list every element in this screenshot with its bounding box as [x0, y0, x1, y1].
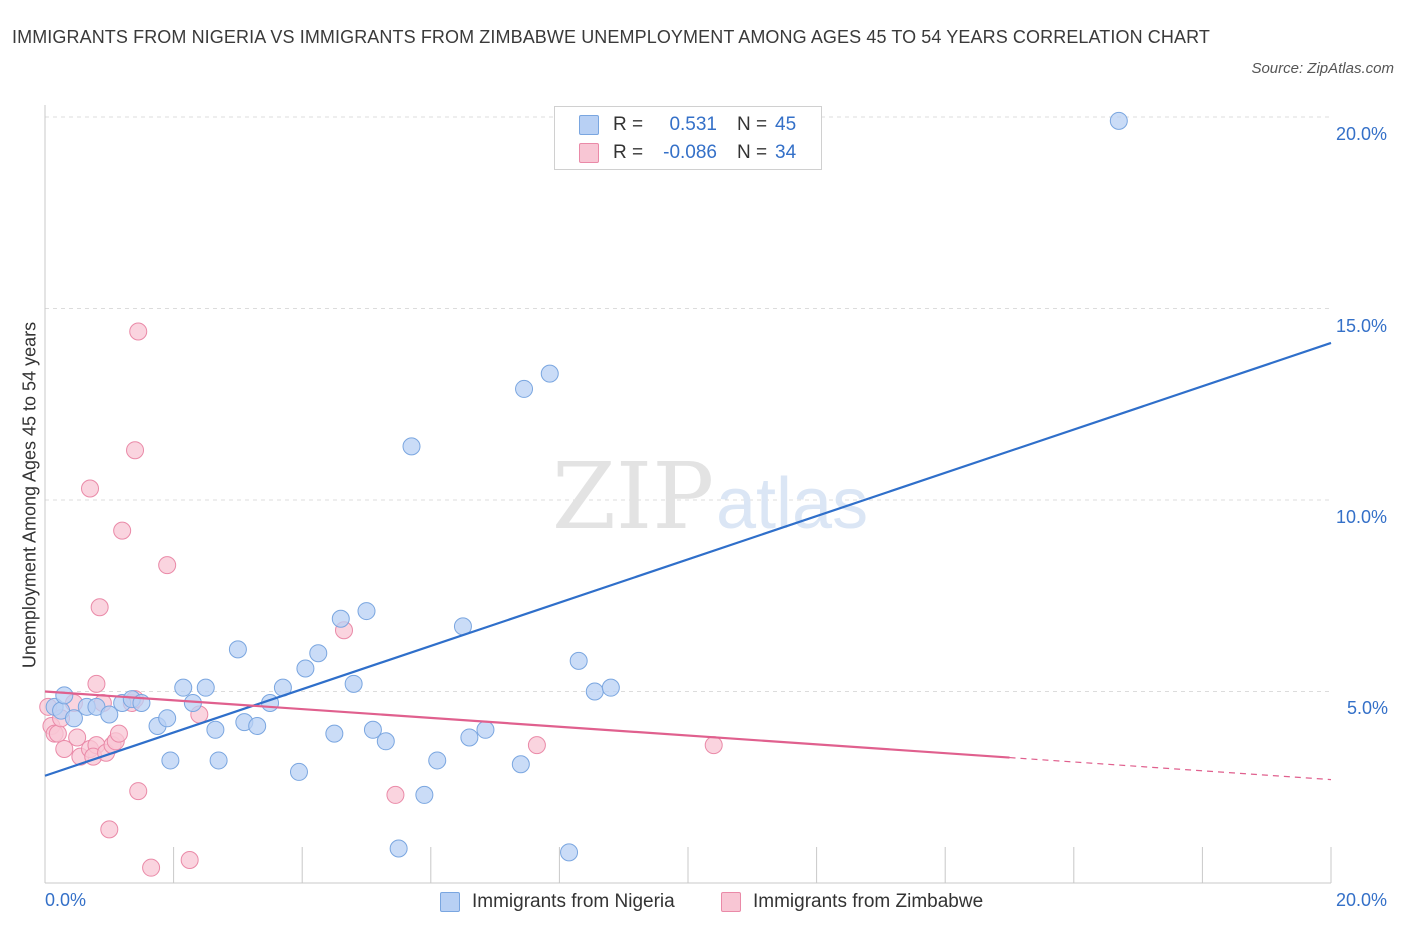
nigeria-point: [415, 785, 434, 804]
zimbabwe-point: [386, 785, 405, 804]
nigeria-point: [331, 609, 350, 628]
trend-lines: [44, 341, 1332, 781]
zimbabwe-r-value: -0.086: [663, 142, 717, 163]
bottom-zimbabwe-swatch: [721, 892, 741, 912]
zimbabwe-point: [158, 556, 177, 575]
zimbabwe-n-value: 34: [775, 142, 797, 163]
zimbabwe-point: [109, 724, 128, 743]
nigeria-point: [174, 678, 193, 697]
bottom-legend-nigeria: Immigrants from Nigeria: [440, 888, 675, 916]
zimbabwe-point: [55, 739, 74, 758]
nigeria-point: [515, 379, 534, 398]
y-tick-label-20: 20.0%: [1336, 124, 1388, 144]
nigeria-point: [402, 437, 421, 456]
nigeria-point: [158, 709, 177, 728]
nigeria-point: [196, 678, 215, 697]
y-tick-label-5: 5.0%: [1347, 698, 1389, 718]
zimbabwe-point: [126, 441, 145, 460]
nigeria-n-label: N =: [737, 114, 768, 135]
y-axis-label: Unemployment Among Ages 45 to 54 years: [19, 321, 40, 669]
nigeria-point: [569, 651, 588, 670]
bottom-legend-zimbabwe: Immigrants from Zimbabwe: [721, 888, 983, 916]
x-axis-ticks: [44, 847, 1332, 883]
nigeria-point: [228, 640, 247, 659]
zimbabwe-point: [142, 858, 161, 877]
zimbabwe-point: [100, 820, 119, 839]
nigeria-point: [460, 728, 479, 747]
nigeria-point: [248, 716, 267, 735]
nigeria-point: [209, 751, 228, 770]
x-tick-label-min: 0.0%: [45, 890, 87, 910]
source-credit: Source: ZipAtlas.com: [1251, 60, 1394, 77]
nigeria-point: [55, 686, 74, 705]
nigeria-point: [476, 720, 495, 739]
nigeria-point: [161, 751, 180, 770]
nigeria-point: [363, 720, 382, 739]
nigeria-point: [585, 682, 604, 701]
x-tick-label-max: 20.0%: [1336, 890, 1388, 910]
zimbabwe-point: [48, 724, 67, 743]
zimbabwe-point: [68, 728, 87, 747]
nigeria-point: [289, 762, 308, 781]
zimbabwe-point: [180, 851, 199, 870]
chart-title: IMMIGRANTS FROM NIGERIA VS IMMIGRANTS FR…: [12, 27, 1210, 47]
bottom-nigeria-label: Immigrants from Nigeria: [472, 891, 675, 912]
nigeria-point: [309, 644, 328, 663]
bottom-zimbabwe-label: Immigrants from Zimbabwe: [753, 891, 984, 912]
zimbabwe-trend-line: [44, 690, 1010, 759]
zimbabwe-r-label: R =: [613, 142, 644, 163]
stats-legend: R = 0.531 N = 45 R = -0.086 N = 34: [554, 106, 822, 170]
nigeria-point: [357, 602, 376, 621]
zimbabwe-points: [39, 322, 723, 877]
zimbabwe-point: [87, 674, 106, 693]
bottom-nigeria-swatch: [440, 892, 460, 912]
nigeria-point: [376, 732, 395, 751]
watermark: ZIP atlas: [552, 443, 868, 550]
nigeria-point: [344, 674, 363, 693]
nigeria-point: [100, 705, 119, 724]
zimbabwe-point: [113, 521, 132, 540]
nigeria-n-value: 45: [775, 114, 797, 135]
nigeria-point: [206, 720, 225, 739]
nigeria-point: [428, 751, 447, 770]
y-tick-label-15: 15.0%: [1336, 316, 1388, 336]
gridlines: [45, 116, 1331, 692]
zimbabwe-point: [129, 782, 148, 801]
nigeria-point: [296, 659, 315, 678]
nigeria-point: [389, 839, 408, 858]
nigeria-r-value: 0.531: [669, 114, 717, 135]
zimbabwe-swatch: [579, 143, 599, 163]
zimbabwe-point: [90, 598, 109, 617]
nigeria-r-label: R =: [613, 114, 644, 135]
zimbabwe-trend-line-dashed: [1009, 756, 1332, 781]
nigeria-point: [64, 709, 83, 728]
nigeria-point: [1109, 111, 1128, 130]
nigeria-trend-line: [44, 341, 1332, 777]
zimbabwe-n-label: N =: [737, 142, 768, 163]
zimbabwe-point: [704, 736, 723, 755]
legend-row-nigeria: R = 0.531 N = 45: [579, 111, 796, 139]
zimbabwe-point: [129, 322, 148, 341]
zimbabwe-point: [527, 736, 546, 755]
watermark-atlas: atlas: [716, 464, 868, 544]
legend-row-zimbabwe: R = -0.086 N = 34: [579, 139, 796, 167]
nigeria-swatch: [579, 115, 599, 135]
nigeria-point: [601, 678, 620, 697]
zimbabwe-point: [81, 479, 100, 498]
nigeria-point: [540, 364, 559, 383]
nigeria-point: [511, 755, 530, 774]
watermark-zip: ZIP: [552, 443, 714, 550]
nigeria-point: [325, 724, 344, 743]
y-tick-label-10: 10.0%: [1336, 507, 1388, 527]
nigeria-points: [45, 111, 1128, 862]
nigeria-point: [560, 843, 579, 862]
